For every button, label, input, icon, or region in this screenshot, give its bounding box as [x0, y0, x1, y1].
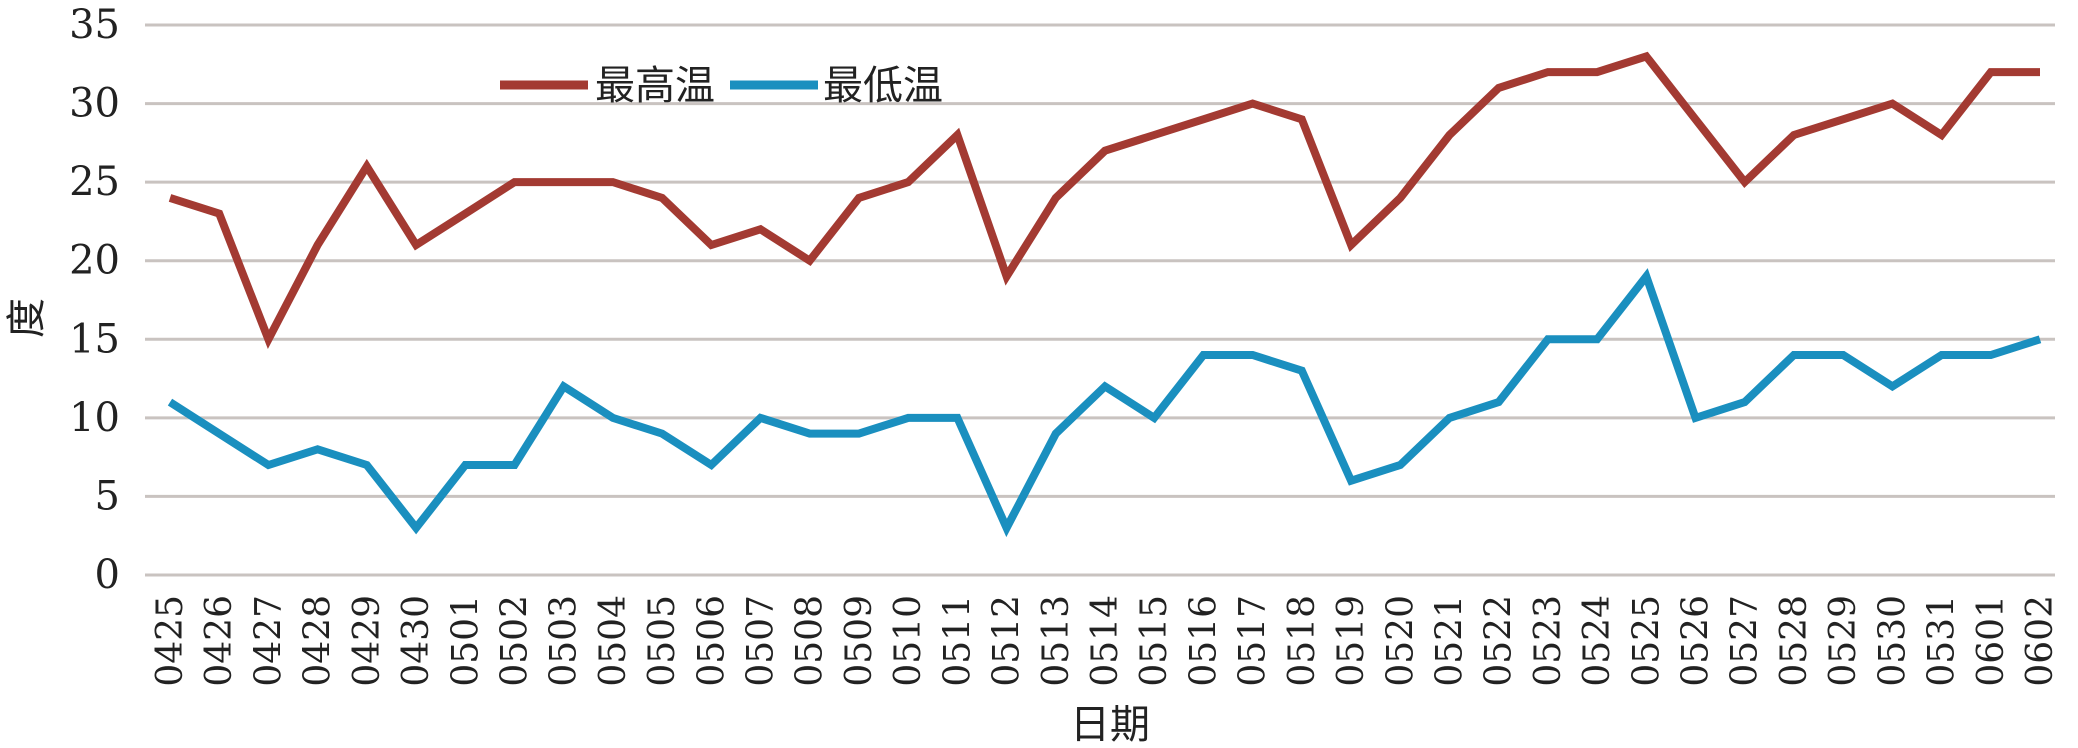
y-tick-label: 5 [95, 473, 120, 519]
y-axis-ticks: 0 5 10 15 20 25 30 35 [69, 2, 120, 598]
x-tick-label: 0508 [790, 595, 831, 687]
x-tick-label: 0514 [1085, 595, 1126, 687]
x-tick-label: 0529 [1823, 595, 1864, 687]
x-tick-label: 0501 [445, 595, 486, 687]
x-tick-label: 0601 [1971, 595, 2012, 687]
x-tick-label: 0511 [937, 595, 978, 687]
x-axis-label: 日期 [1070, 702, 1150, 748]
x-tick-label: 0530 [1872, 595, 1913, 687]
x-tick-label: 0502 [494, 595, 535, 687]
x-tick-label: 0507 [741, 595, 782, 687]
x-tick-label: 0531 [1922, 595, 1963, 687]
x-tick-label: 0516 [1183, 595, 1224, 687]
y-tick-label: 0 [95, 552, 120, 598]
legend: 最高温 最低温 [500, 63, 943, 109]
series-line-min [167, 268, 2042, 538]
gridlines [145, 23, 2055, 577]
x-tick-label: 0428 [298, 595, 339, 687]
x-axis-ticks: 0425 0426 0427 0428 0429 0430 0501 0502 0503 0504… [150, 595, 2061, 687]
y-tick-label: 10 [69, 395, 120, 441]
x-tick-label: 0512 [987, 595, 1028, 687]
x-tick-label: 0515 [1134, 595, 1175, 687]
y-tick-label: 25 [69, 159, 120, 205]
x-tick-label: 0509 [839, 595, 880, 687]
legend-label: 最高温 [595, 63, 715, 109]
x-tick-label: 0526 [1676, 595, 1717, 687]
legend-label: 最低温 [823, 63, 943, 109]
x-tick-label: 0521 [1429, 595, 1470, 687]
y-tick-label: 15 [69, 316, 120, 362]
series-line-max [168, 51, 2040, 349]
series-lines [167, 51, 2042, 538]
x-tick-label: 0427 [248, 595, 289, 687]
x-tick-label: 0527 [1725, 595, 1766, 687]
x-tick-label: 0517 [1233, 595, 1274, 687]
x-tick-label: 0503 [544, 595, 585, 687]
x-tick-label: 0523 [1528, 595, 1569, 687]
x-tick-label: 0522 [1479, 595, 1520, 687]
x-tick-label: 0504 [593, 595, 634, 687]
x-tick-label: 0510 [888, 595, 929, 687]
x-tick-label: 0506 [691, 595, 732, 687]
y-tick-label: 35 [69, 2, 120, 48]
x-tick-label: 0519 [1331, 595, 1372, 687]
y-axis-label: 度 [4, 298, 50, 338]
y-tick-label: 30 [69, 81, 120, 127]
x-tick-label: 0426 [199, 595, 240, 687]
x-tick-label: 0602 [2020, 595, 2061, 687]
x-tick-label: 0520 [1380, 595, 1421, 687]
x-tick-label: 0518 [1282, 595, 1323, 687]
x-tick-label: 0430 [396, 595, 437, 687]
x-tick-label: 0513 [1036, 595, 1077, 687]
x-tick-label: 0525 [1626, 595, 1667, 687]
x-tick-label: 0425 [150, 595, 191, 687]
x-tick-label: 0505 [642, 595, 683, 687]
y-tick-label: 20 [69, 238, 120, 284]
x-tick-label: 0429 [347, 595, 388, 687]
x-tick-label: 0524 [1577, 595, 1618, 687]
x-tick-label: 0528 [1774, 595, 1815, 687]
